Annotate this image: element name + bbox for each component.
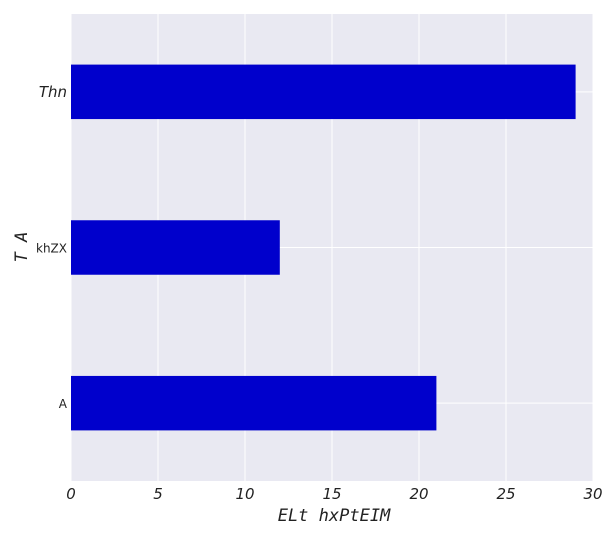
y-tick-label: Thn — [39, 83, 67, 101]
y-tick-label: A — [59, 397, 68, 411]
bar-thn — [71, 64, 576, 120]
bar-a — [71, 375, 437, 431]
y-tick-label: khZX — [36, 242, 67, 256]
x-tick-label: 30 — [583, 485, 602, 503]
x-tick-label: 15 — [322, 485, 341, 503]
bar-khzx — [71, 220, 280, 275]
x-tick-labels: 0 5 10 15 20 25 30 — [66, 485, 602, 503]
x-tick-label: 25 — [496, 485, 515, 503]
bars-group — [71, 64, 576, 431]
y-tick-labels: Thn khZX A — [36, 83, 68, 411]
x-axis-label: ELt hxPtEIM — [278, 506, 391, 526]
x-tick-label: 20 — [409, 485, 428, 503]
x-tick-label: 0 — [66, 485, 76, 503]
x-tick-label: 10 — [235, 485, 254, 503]
y-axis-label: T A — [12, 232, 32, 263]
x-tick-label: 5 — [153, 485, 163, 503]
